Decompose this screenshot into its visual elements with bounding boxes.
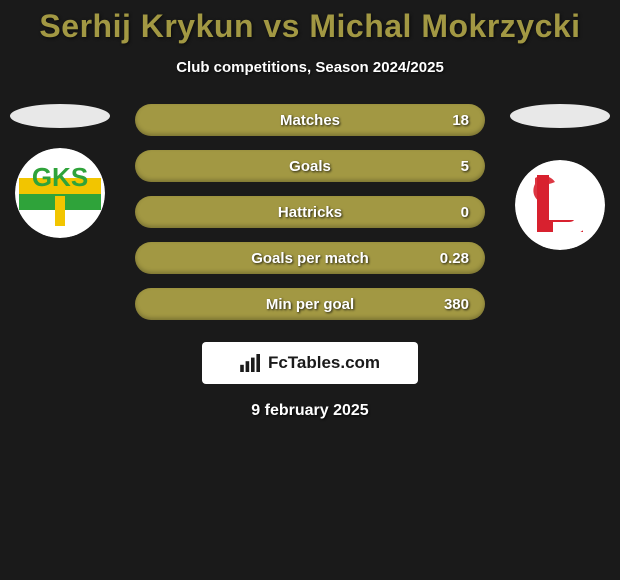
bar-chart-icon (240, 354, 262, 372)
club-right-logo (515, 160, 605, 250)
stat-value: 0.28 (440, 250, 469, 267)
page-title: Serhij Krykun vs Michal Mokrzycki (0, 8, 620, 45)
stat-value: 0 (461, 204, 469, 221)
player-right-column (510, 104, 610, 250)
player-left-column: GKS (10, 104, 110, 238)
subtitle: Club competitions, Season 2024/2025 (0, 59, 620, 76)
date-text: 9 february 2025 (0, 402, 620, 420)
stat-label: Min per goal (266, 296, 354, 313)
stat-label: Goals per match (251, 250, 369, 267)
stat-bars: Matches 18 Goals 5 Hattricks 0 Goals per… (135, 104, 485, 320)
stat-value: 5 (461, 158, 469, 175)
stat-value: 18 (452, 112, 469, 129)
stat-value: 380 (444, 296, 469, 313)
stat-bar-goals: Goals 5 (135, 150, 485, 182)
stats-area: GKS Matches 18 Goals (0, 104, 620, 420)
stat-bar-goals-per-match: Goals per match 0.28 (135, 242, 485, 274)
stat-bar-hattricks: Hattricks 0 (135, 196, 485, 228)
stat-bar-min-per-goal: Min per goal 380 (135, 288, 485, 320)
club-left-logo: GKS (15, 148, 105, 238)
player-left-avatar-placeholder (10, 104, 110, 128)
stat-label: Matches (280, 112, 340, 129)
stat-label: Goals (289, 158, 331, 175)
player-right-avatar-placeholder (510, 104, 610, 128)
comparison-card: Serhij Krykun vs Michal Mokrzycki Club c… (0, 0, 620, 420)
stat-bar-matches: Matches 18 (135, 104, 485, 136)
brand-text: FcTables.com (268, 353, 380, 373)
svg-text:GKS: GKS (32, 162, 88, 192)
brand-box[interactable]: FcTables.com (202, 342, 418, 384)
stat-label: Hattricks (278, 204, 342, 221)
